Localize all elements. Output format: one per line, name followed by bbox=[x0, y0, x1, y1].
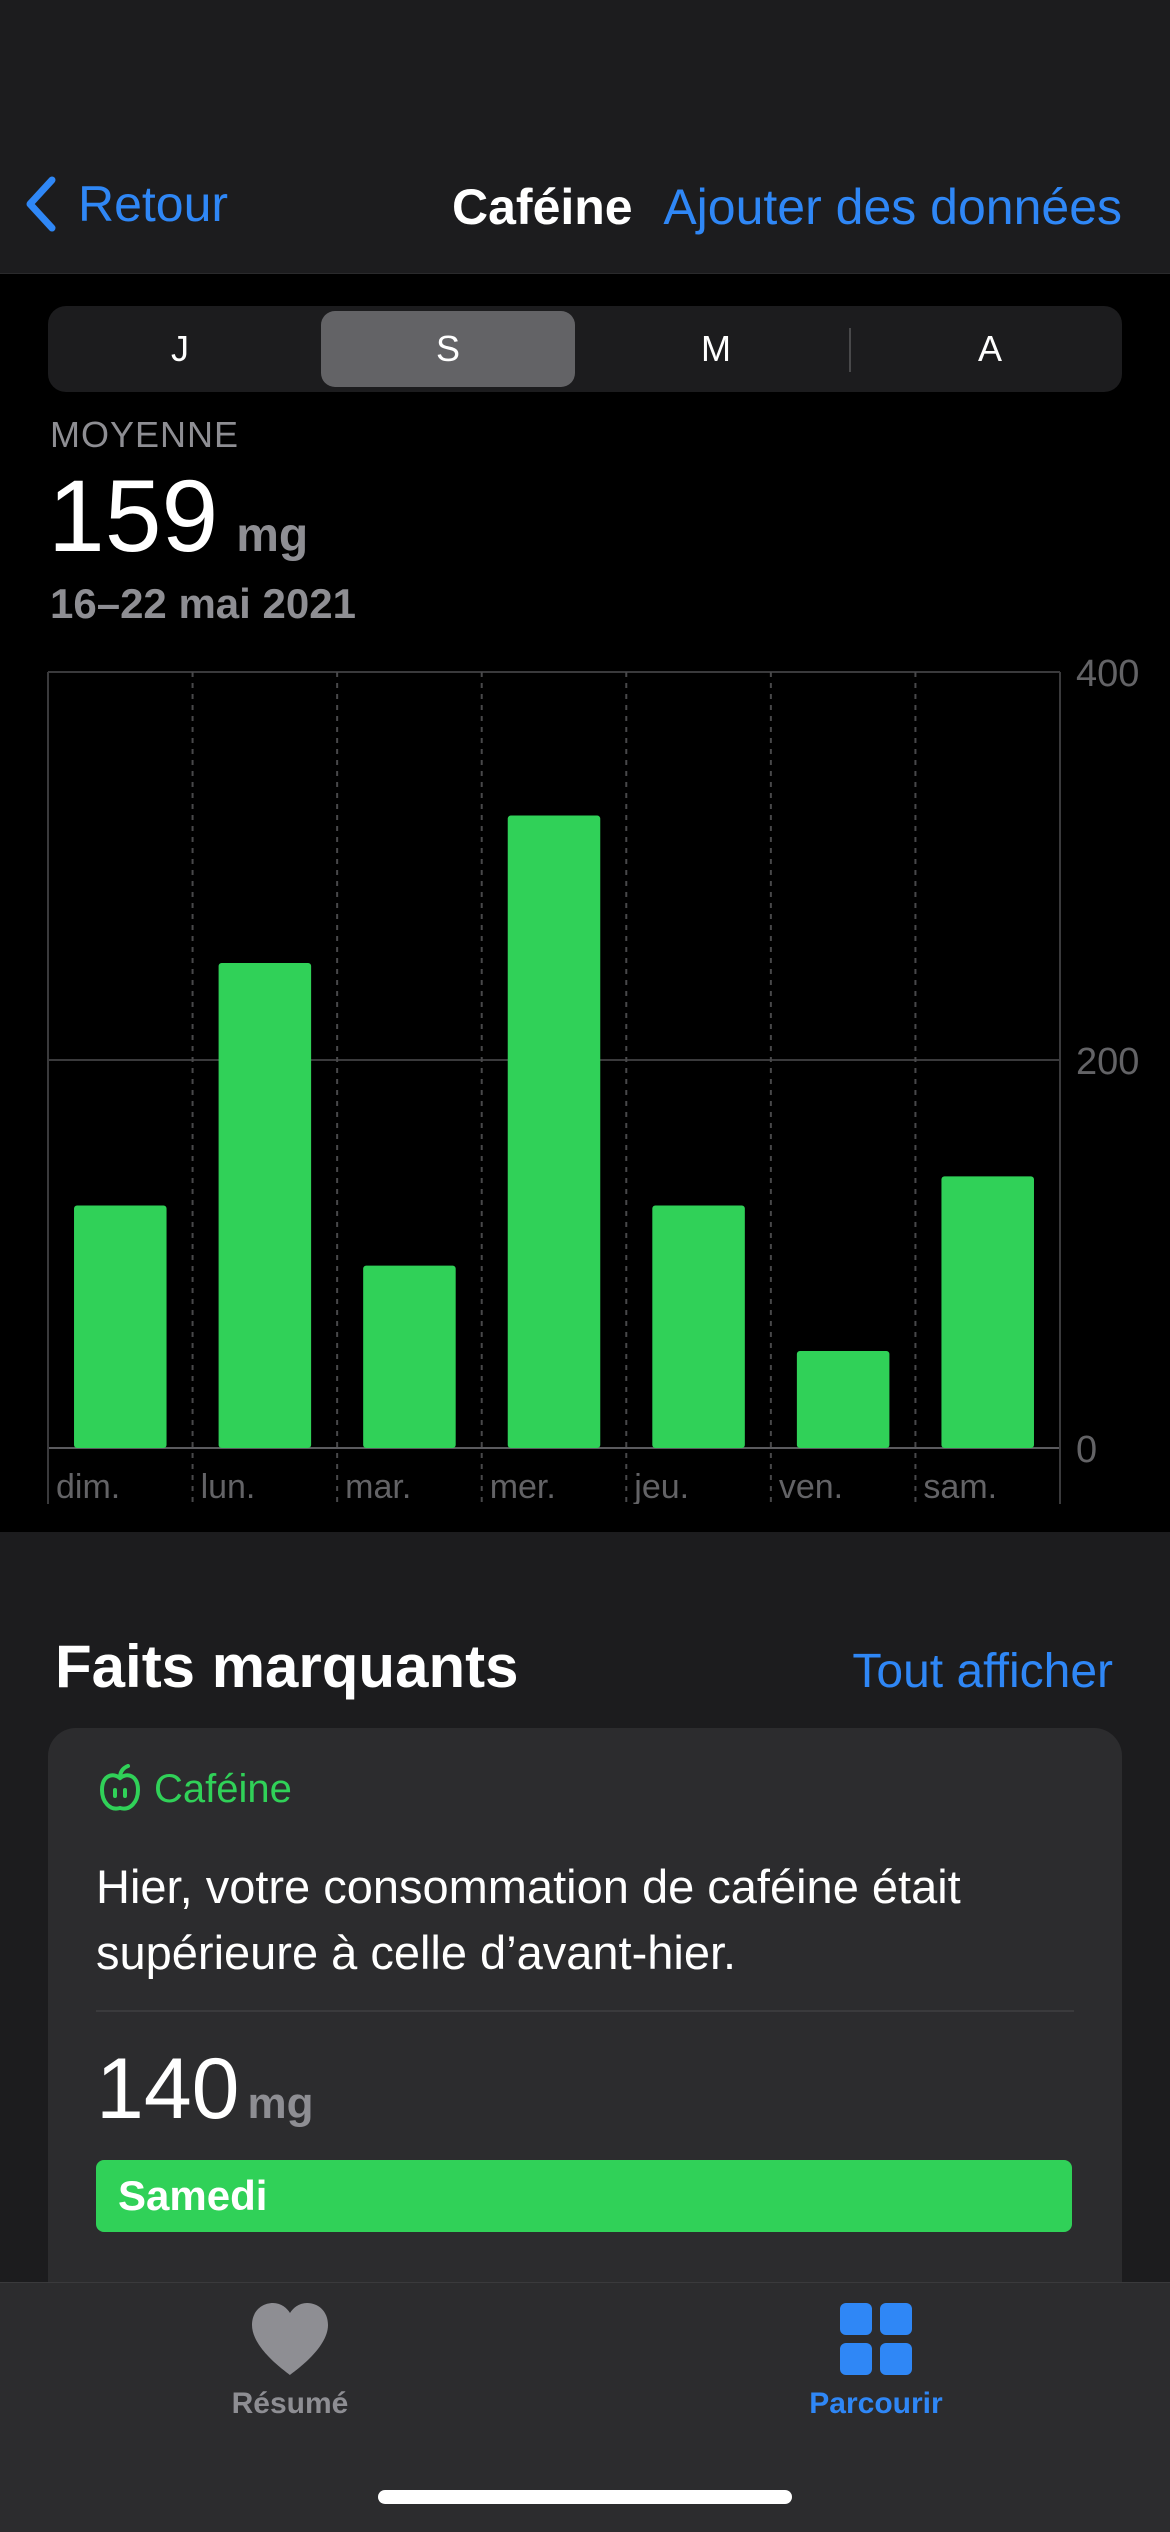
navigation-bar: Retour Caféine Ajouter des données bbox=[0, 0, 1170, 274]
chart-bar bbox=[74, 1205, 167, 1448]
segment-divider bbox=[849, 328, 851, 372]
highlights-section: Faits marquants Tout afficher Caféine Hi… bbox=[0, 1532, 1170, 2328]
highlight-category: Caféine bbox=[98, 1764, 292, 1814]
segment-year[interactable]: A bbox=[977, 328, 1002, 369]
highlight-bar-label: Samedi bbox=[118, 2172, 268, 2219]
chart-bar bbox=[363, 1265, 456, 1448]
x-tick-label: ven. bbox=[779, 1468, 843, 1504]
average-label: MOYENNE bbox=[50, 414, 240, 455]
period-segmented-control: J S M A bbox=[48, 306, 1122, 392]
highlight-comparison-bar: Samedi bbox=[96, 2160, 1072, 2232]
add-data-button[interactable]: Ajouter des données bbox=[663, 179, 1122, 235]
tab-browse-label: Parcourir bbox=[809, 2387, 943, 2420]
heart-icon bbox=[252, 2303, 328, 2375]
highlight-unit: mg bbox=[247, 2079, 314, 2128]
average-unit: mg bbox=[236, 509, 309, 562]
page-title: Caféine bbox=[452, 179, 633, 235]
segment-week[interactable]: S bbox=[321, 311, 575, 387]
chart-bar bbox=[218, 963, 312, 1448]
home-indicator bbox=[378, 2490, 792, 2504]
show-all-link[interactable]: Tout afficher bbox=[852, 1645, 1113, 1698]
average-value: 159 mg bbox=[48, 458, 308, 575]
highlight-value: 140 mg bbox=[96, 2040, 314, 2139]
x-tick-label: jeu. bbox=[633, 1468, 689, 1504]
tab-browse[interactable]: Parcourir bbox=[726, 2301, 1026, 2421]
chart-bar bbox=[796, 1351, 890, 1448]
apple-icon bbox=[99, 1764, 141, 1811]
chart-bar bbox=[507, 815, 601, 1448]
chevron-left-icon bbox=[26, 176, 56, 232]
x-tick-label: dim. bbox=[56, 1468, 120, 1504]
chart-section: J S M A MOYENNE 159 mg 16–22 mai 2021 0 2… bbox=[0, 274, 1170, 1532]
y-tick-label: 0 bbox=[1076, 1429, 1097, 1471]
x-tick-label: sam. bbox=[923, 1468, 997, 1504]
back-button-label: Retour bbox=[78, 176, 229, 232]
y-tick-label: 200 bbox=[1076, 1041, 1139, 1083]
average-number: 159 bbox=[48, 459, 219, 573]
date-range: 16–22 mai 2021 bbox=[50, 580, 356, 627]
highlight-card[interactable]: Caféine Hier, votre consommation de café… bbox=[48, 1728, 1122, 2328]
x-tick-label: lun. bbox=[201, 1468, 256, 1504]
caffeine-bar-chart: 0 200 400 dim. lun. mar. mer. jeu. ven. sam. bbox=[47, 653, 1139, 1504]
segment-day[interactable]: J bbox=[171, 328, 189, 369]
chart-bar bbox=[941, 1176, 1034, 1448]
highlight-category-label: Caféine bbox=[154, 1766, 292, 1811]
card-divider bbox=[96, 2010, 1074, 2012]
highlights-title: Faits marquants bbox=[55, 1633, 519, 1700]
back-button[interactable]: Retour bbox=[22, 174, 228, 234]
grid-icon bbox=[840, 2303, 912, 2375]
highlight-text: Hier, votre consommation de caféine étai… bbox=[96, 1860, 961, 1979]
x-tick-label: mer. bbox=[490, 1468, 556, 1504]
segment-month[interactable]: M bbox=[701, 328, 731, 369]
x-tick-label: mar. bbox=[345, 1468, 411, 1504]
highlight-number: 140 bbox=[96, 2041, 240, 2137]
tab-summary[interactable]: Résumé bbox=[140, 2301, 440, 2421]
chart-bar bbox=[652, 1205, 745, 1448]
tab-summary-label: Résumé bbox=[231, 2387, 349, 2420]
y-tick-label: 400 bbox=[1076, 653, 1139, 695]
